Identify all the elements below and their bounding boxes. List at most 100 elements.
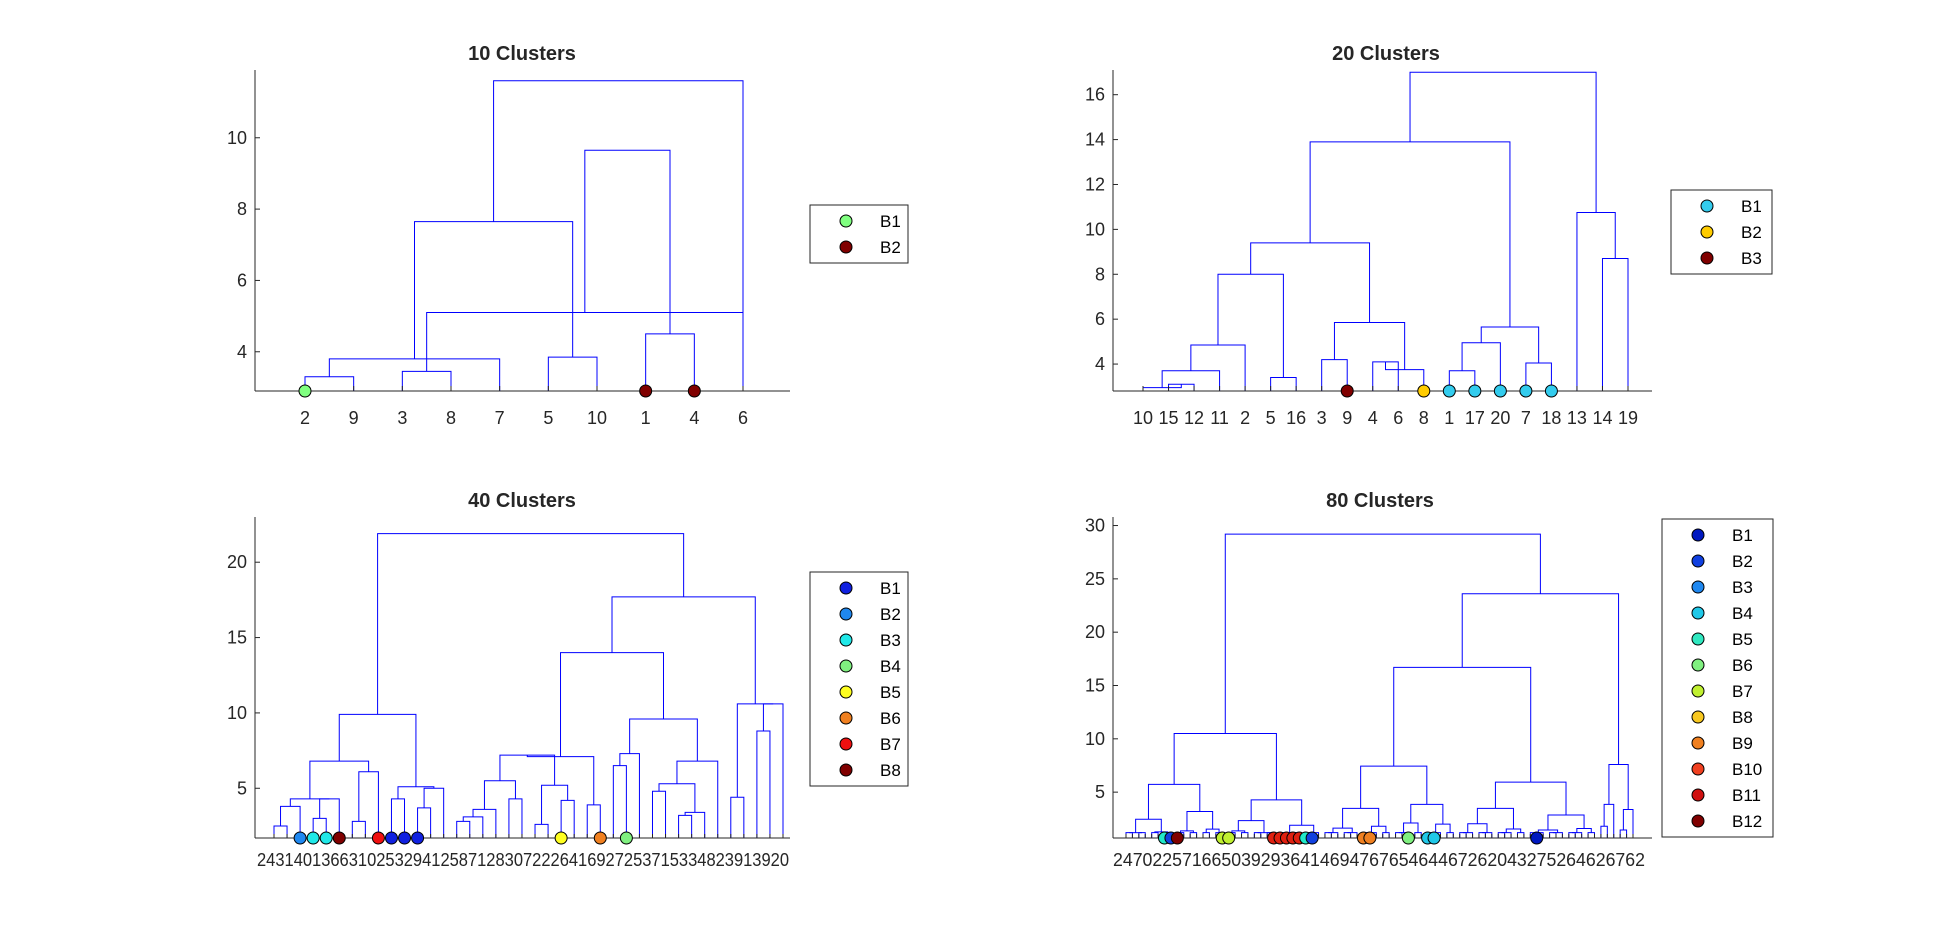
dendrogram-link [462,816,484,838]
x-tick-label: 7 [495,408,505,428]
legend-marker [1691,658,1705,672]
legend-label: B3 [1741,249,1762,268]
legend: B1 B2 B3 B4 B5 B6 B7 B8 [809,571,909,787]
cluster-marker [293,831,307,845]
x-tick-label: 9 [349,408,359,428]
x-tick-label: 3 [397,408,407,428]
dendrogram-link [483,780,516,810]
dendrogram-link [526,755,595,805]
dendrogram-link [678,814,693,838]
legend-marker [839,685,853,699]
dendrogram-link [1154,831,1169,833]
dendrogram-link [762,703,784,838]
legend-label: B9 [1732,734,1753,753]
dendrogram-link [1217,273,1284,378]
dendrogram-link [1241,832,1249,838]
x-tick-label: 19 [1618,408,1638,428]
y-tick-label: 6 [237,270,247,290]
legend-marker [1700,199,1714,213]
legend: B1 B2 B3 [1670,189,1773,275]
dendrogram-link [1435,823,1451,833]
dendrogram-link [658,783,696,813]
dendrogram-link [1568,832,1576,838]
dendrogram-link [534,823,549,838]
y-tick-label: 5 [237,778,247,798]
legend-label: B1 [880,579,901,598]
dendrogram-link [1476,807,1514,830]
dendrogram-link [612,765,627,838]
dendrogram-link [1497,832,1506,838]
cluster-marker [1530,831,1544,845]
dendrogram-link [1189,832,1198,838]
legend-marker [1700,225,1714,239]
dendrogram-link [651,790,667,838]
dendrogram-link [547,356,598,391]
legend-marker [839,633,853,647]
legend-marker [1691,814,1705,828]
x-tick-label: 10 [587,408,607,428]
legend-label: B5 [1732,630,1753,649]
x-tick-label: 12 [1184,408,1204,428]
x-tick-label: 14 [1592,408,1612,428]
dendrogram-link [1135,818,1162,833]
x-tick-label: 13 [1567,408,1587,428]
dendrogram-link [1461,593,1620,765]
legend-label: B6 [880,709,901,728]
dendrogram-link [358,771,379,838]
legend-marker [1691,736,1705,750]
dendrogram-link [560,652,664,757]
y-tick-label: 4 [1095,354,1105,374]
chart-title: 20 Clusters [1332,43,1440,65]
dendrogram-link [1250,242,1371,323]
y-tick-label: 4 [237,342,247,362]
dendrogram-link [730,796,745,838]
x-tick-label: 2 [1240,408,1250,428]
cluster-marker [1442,384,1456,398]
x-tick-label: 16 [1286,408,1306,428]
dendrogram-link [456,820,471,838]
chart-title: 40 Clusters [468,490,576,512]
y-tick-label: 30 [1085,516,1105,536]
chart-title: 80 Clusters [1326,490,1434,512]
dendrogram-link [1516,832,1525,838]
dendrogram-link [1395,832,1403,838]
dendrogram-link [1619,829,1628,838]
dendrogram-link [611,596,756,704]
legend-label: B7 [1732,682,1753,701]
x-tick-label: 17 [1465,408,1485,428]
y-tick-label: 10 [1085,729,1105,749]
panel-40-clusters: 40 Clusters 5 10 15 20 24314013663102532941… [227,490,909,870]
legend: B1 B2 B3 B4 B5 B6 B7 B8 B9 B10 B11 B12 [1661,518,1774,838]
x-tick-label: 6 [1393,408,1403,428]
dendrogram-link [1138,832,1146,838]
x-tick-label: 9 [1342,408,1352,428]
x-tick-label: 3 [1317,408,1327,428]
dendrogram-link [1393,666,1532,783]
legend-box [1670,189,1773,275]
y-tick-label: 25 [1085,569,1105,589]
panel-80-clusters: 80 Clusters 5 10 15 20 25 30 2470225716650392… [1085,490,1774,870]
dendrogram-link [1478,832,1486,838]
legend-marker [1691,710,1705,724]
cluster-marker [1222,831,1236,845]
dendrogram-link [397,786,435,799]
x-tick-label: 7 [1521,408,1531,428]
x-tick-label: 8 [446,408,456,428]
dendrogram-link [736,703,774,798]
dendrogram-link [1250,799,1303,826]
dendrogram-link [309,760,370,799]
x-tick-label: 1 [641,408,651,428]
x-tick-label: 10 [1133,408,1153,428]
dendrogram-link [1537,829,1559,833]
legend-marker [839,214,853,228]
cluster-marker [639,384,653,398]
x-tick-label: 5 [1266,408,1276,428]
dendrogram-link [1332,827,1353,833]
x-tick-label: 20 [1490,408,1510,428]
legend-marker [839,711,853,725]
dendrogram-link [1409,71,1597,213]
dendrogram-link [1372,361,1399,391]
